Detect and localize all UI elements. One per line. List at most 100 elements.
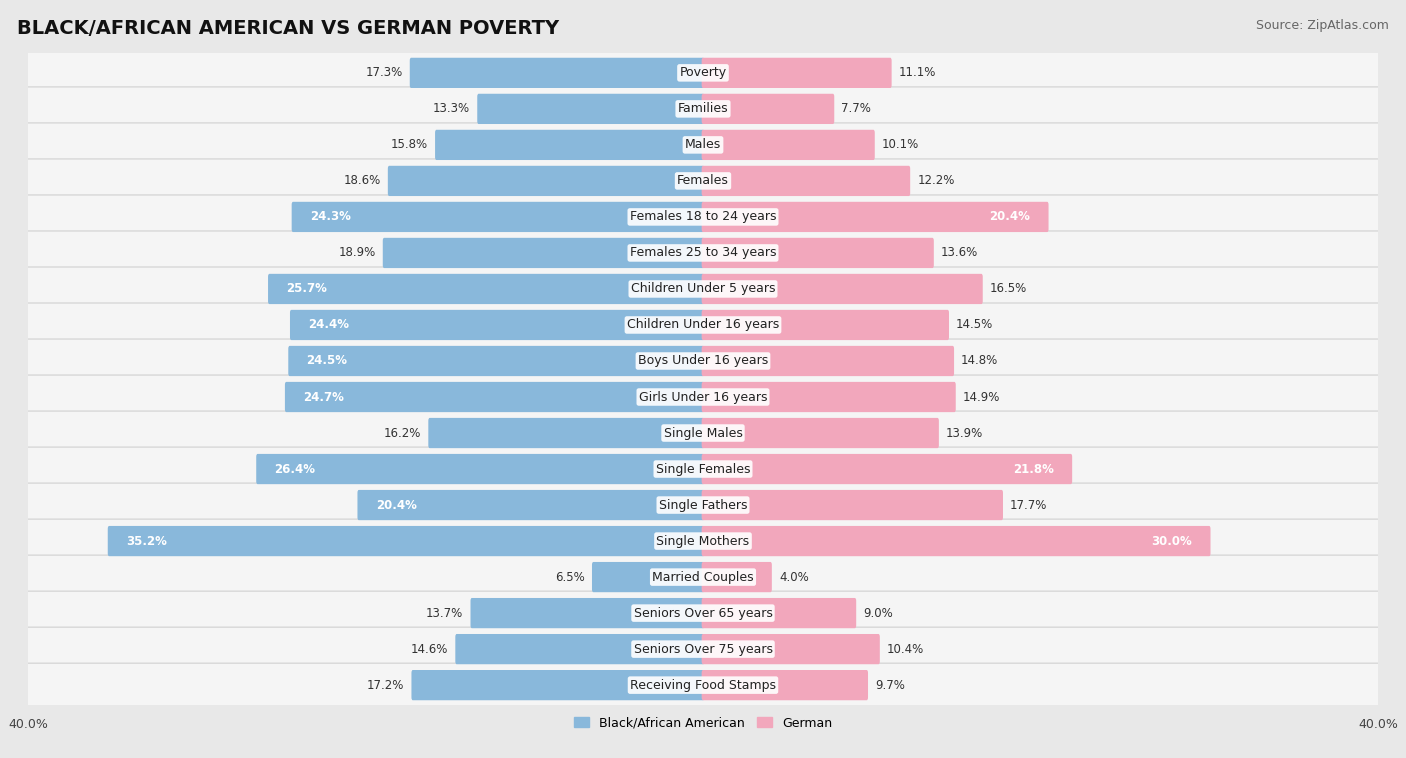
Text: 14.9%: 14.9% [963,390,1000,403]
FancyBboxPatch shape [291,202,704,232]
Text: 16.5%: 16.5% [990,283,1026,296]
Text: 30.0%: 30.0% [1152,534,1192,547]
Text: Children Under 16 years: Children Under 16 years [627,318,779,331]
FancyBboxPatch shape [702,346,955,376]
FancyBboxPatch shape [357,490,704,520]
FancyBboxPatch shape [409,58,704,88]
Text: 16.2%: 16.2% [384,427,422,440]
Text: 24.4%: 24.4% [308,318,349,331]
FancyBboxPatch shape [702,94,834,124]
Text: 6.5%: 6.5% [555,571,585,584]
Text: Single Fathers: Single Fathers [659,499,747,512]
Text: 18.6%: 18.6% [343,174,381,187]
FancyBboxPatch shape [17,231,1389,275]
FancyBboxPatch shape [17,663,1389,707]
Text: Males: Males [685,139,721,152]
Text: 15.8%: 15.8% [391,139,427,152]
Text: 13.7%: 13.7% [426,606,464,619]
FancyBboxPatch shape [702,202,1049,232]
Text: Seniors Over 75 years: Seniors Over 75 years [634,643,772,656]
Text: Single Females: Single Females [655,462,751,475]
Text: 17.7%: 17.7% [1010,499,1047,512]
Text: 13.9%: 13.9% [946,427,983,440]
Text: Females 18 to 24 years: Females 18 to 24 years [630,211,776,224]
Text: Poverty: Poverty [679,67,727,80]
FancyBboxPatch shape [702,166,910,196]
FancyBboxPatch shape [17,159,1389,203]
FancyBboxPatch shape [17,51,1389,95]
Text: 13.6%: 13.6% [941,246,979,259]
Text: Single Mothers: Single Mothers [657,534,749,547]
FancyBboxPatch shape [702,598,856,628]
FancyBboxPatch shape [592,562,704,592]
FancyBboxPatch shape [702,454,1073,484]
FancyBboxPatch shape [702,670,868,700]
FancyBboxPatch shape [702,634,880,664]
FancyBboxPatch shape [702,238,934,268]
Text: Source: ZipAtlas.com: Source: ZipAtlas.com [1256,19,1389,32]
FancyBboxPatch shape [702,418,939,448]
Text: 13.3%: 13.3% [433,102,470,115]
Text: 20.4%: 20.4% [990,211,1031,224]
Text: 10.1%: 10.1% [882,139,920,152]
FancyBboxPatch shape [702,130,875,160]
Text: 12.2%: 12.2% [917,174,955,187]
FancyBboxPatch shape [17,339,1389,383]
FancyBboxPatch shape [702,382,956,412]
Text: Boys Under 16 years: Boys Under 16 years [638,355,768,368]
Text: 10.4%: 10.4% [887,643,924,656]
FancyBboxPatch shape [17,375,1389,419]
FancyBboxPatch shape [477,94,704,124]
FancyBboxPatch shape [17,555,1389,599]
Text: Families: Families [678,102,728,115]
FancyBboxPatch shape [702,526,1211,556]
FancyBboxPatch shape [17,411,1389,455]
Text: Girls Under 16 years: Girls Under 16 years [638,390,768,403]
Text: 25.7%: 25.7% [287,283,328,296]
FancyBboxPatch shape [382,238,704,268]
FancyBboxPatch shape [456,634,704,664]
Text: Females 25 to 34 years: Females 25 to 34 years [630,246,776,259]
FancyBboxPatch shape [471,598,704,628]
Text: Single Males: Single Males [664,427,742,440]
Text: Married Couples: Married Couples [652,571,754,584]
Text: 11.1%: 11.1% [898,67,936,80]
Text: 9.0%: 9.0% [863,606,893,619]
Legend: Black/African American, German: Black/African American, German [569,712,837,735]
FancyBboxPatch shape [388,166,704,196]
Text: 26.4%: 26.4% [274,462,315,475]
FancyBboxPatch shape [17,447,1389,491]
Text: 14.6%: 14.6% [411,643,449,656]
FancyBboxPatch shape [17,195,1389,239]
FancyBboxPatch shape [17,303,1389,347]
FancyBboxPatch shape [256,454,704,484]
Text: Females: Females [678,174,728,187]
FancyBboxPatch shape [269,274,704,304]
Text: 35.2%: 35.2% [127,534,167,547]
Text: 4.0%: 4.0% [779,571,808,584]
FancyBboxPatch shape [429,418,704,448]
Text: 17.2%: 17.2% [367,678,405,691]
FancyBboxPatch shape [17,627,1389,671]
Text: 18.9%: 18.9% [339,246,375,259]
Text: Seniors Over 65 years: Seniors Over 65 years [634,606,772,619]
Text: 14.8%: 14.8% [962,355,998,368]
Text: 17.3%: 17.3% [366,67,402,80]
Text: 14.5%: 14.5% [956,318,993,331]
FancyBboxPatch shape [285,382,704,412]
Text: 21.8%: 21.8% [1014,462,1054,475]
FancyBboxPatch shape [702,490,1002,520]
FancyBboxPatch shape [702,274,983,304]
Text: 24.3%: 24.3% [309,211,350,224]
FancyBboxPatch shape [288,346,704,376]
Text: BLACK/AFRICAN AMERICAN VS GERMAN POVERTY: BLACK/AFRICAN AMERICAN VS GERMAN POVERTY [17,19,560,38]
FancyBboxPatch shape [434,130,704,160]
FancyBboxPatch shape [108,526,704,556]
Text: 9.7%: 9.7% [875,678,905,691]
FancyBboxPatch shape [412,670,704,700]
Text: Children Under 5 years: Children Under 5 years [631,283,775,296]
FancyBboxPatch shape [17,519,1389,563]
Text: 24.5%: 24.5% [307,355,347,368]
FancyBboxPatch shape [17,87,1389,131]
FancyBboxPatch shape [702,562,772,592]
